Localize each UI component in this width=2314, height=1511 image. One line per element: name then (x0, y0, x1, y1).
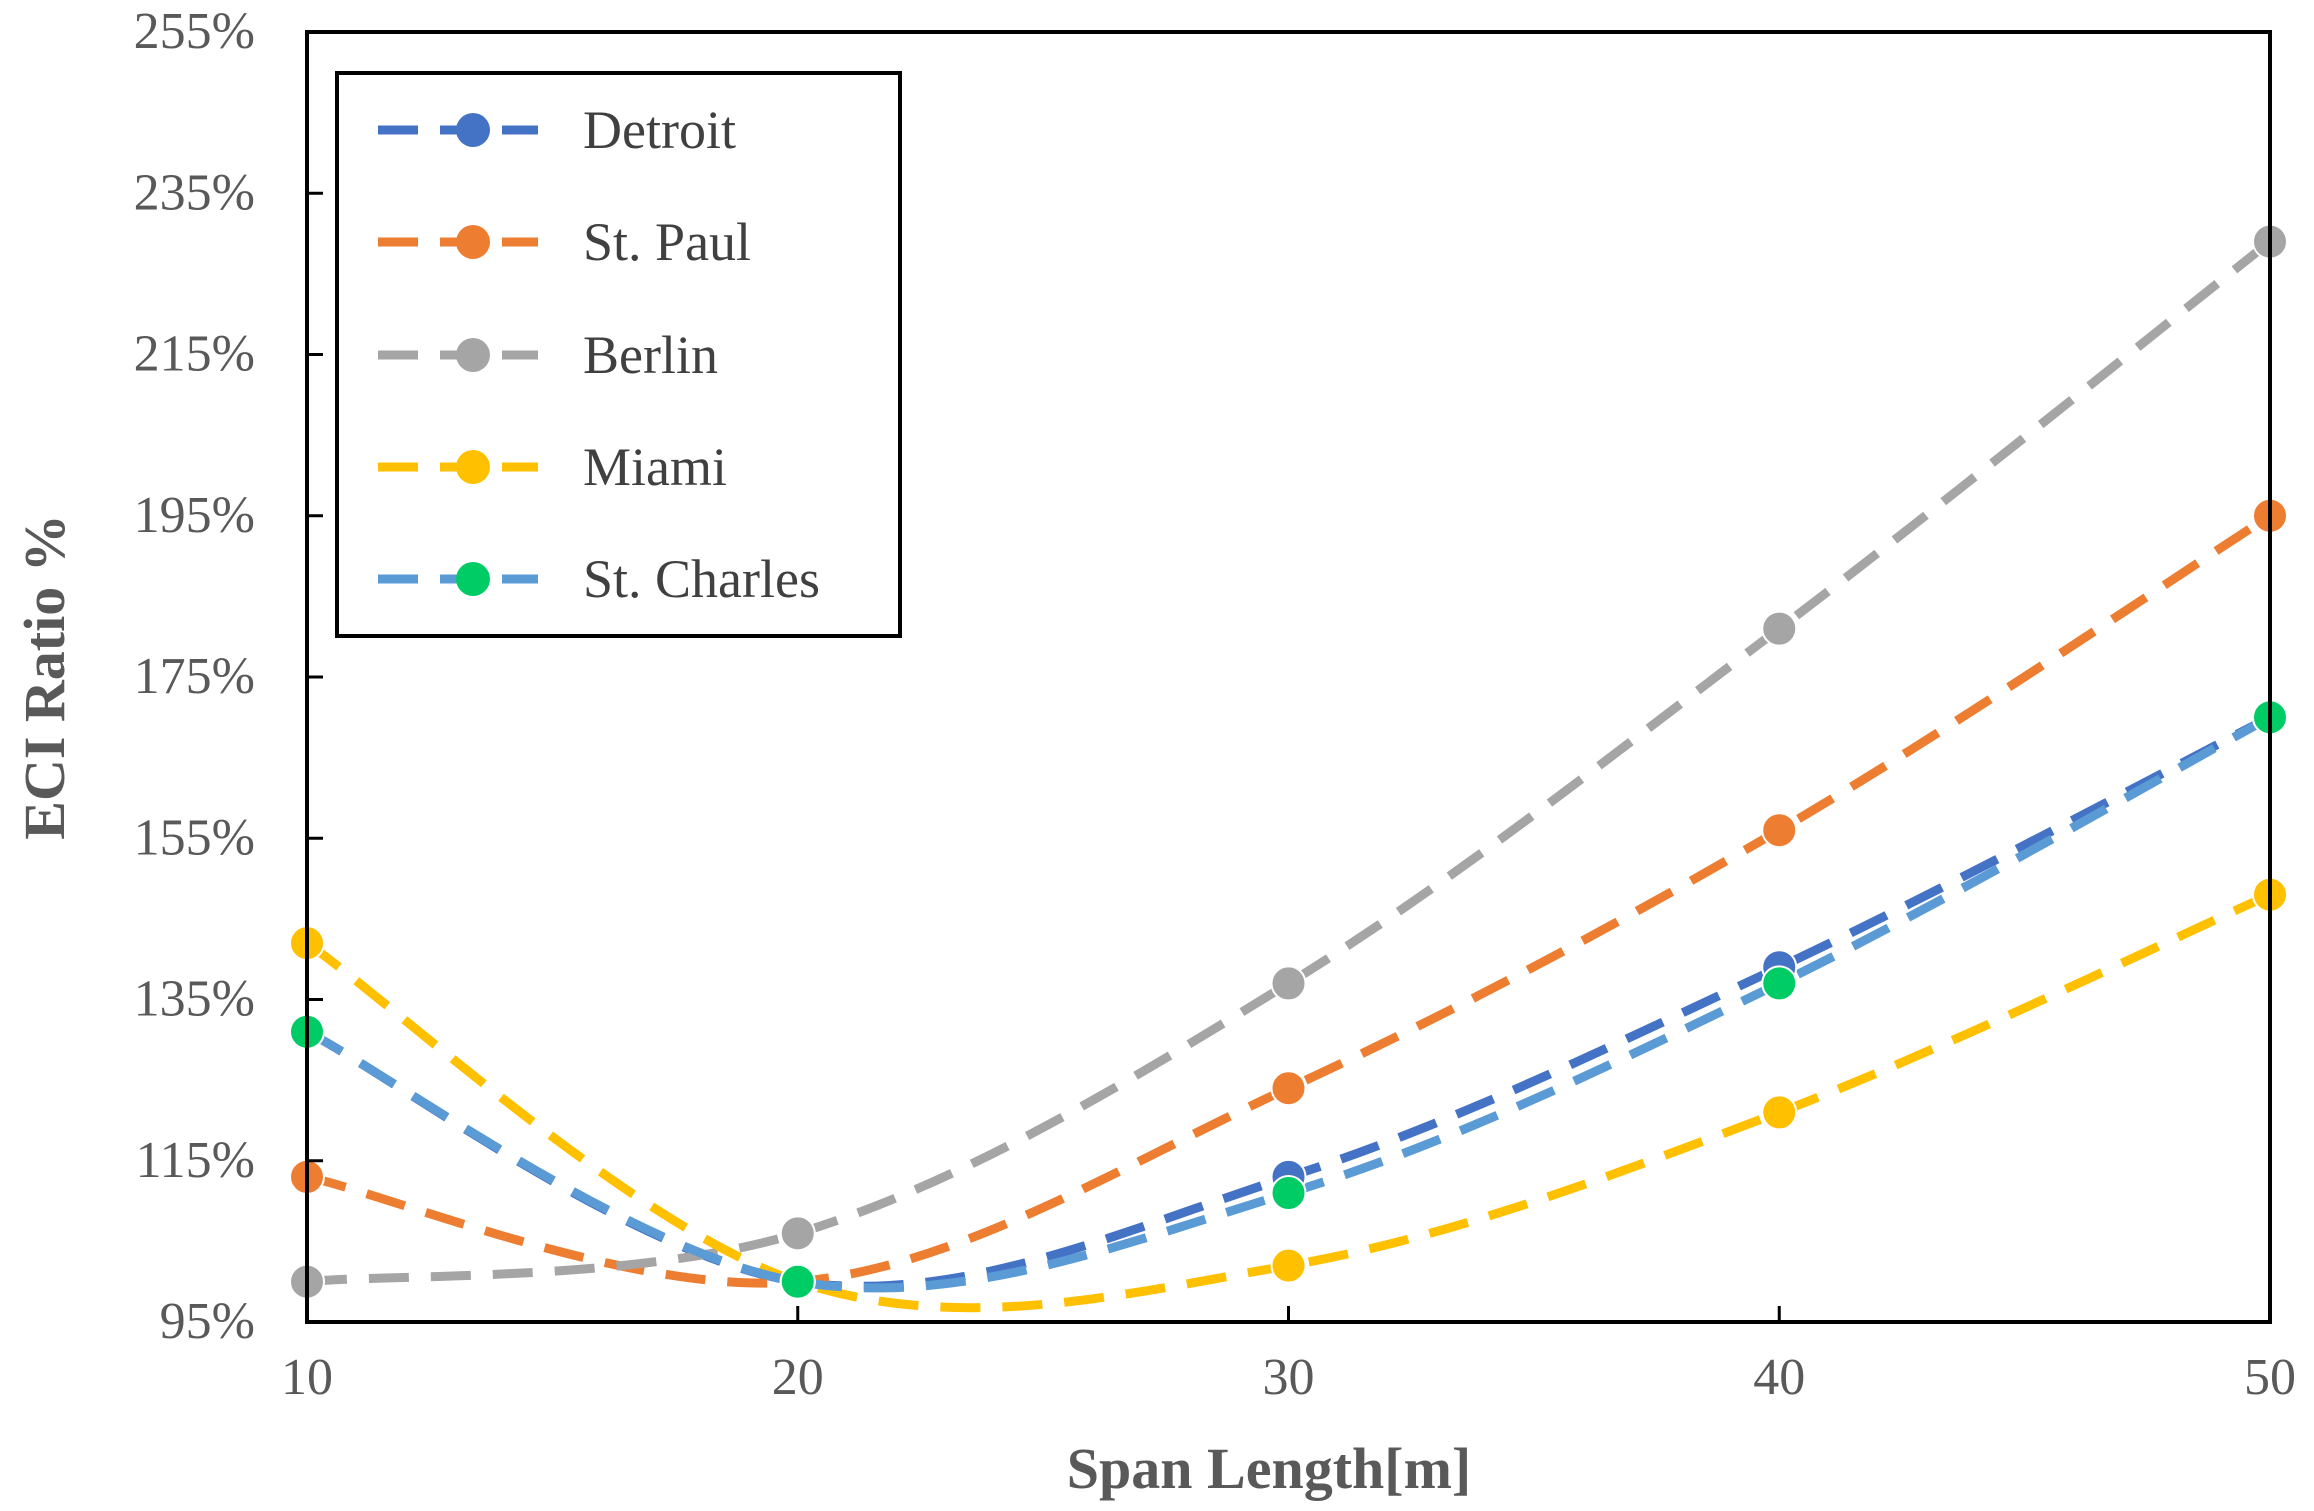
y-tick-label: 215% (134, 326, 255, 383)
y-tick-label: 115% (136, 1132, 255, 1189)
y-axis-ticks: 95% 115% 135% 155% 175% 195% 215% 235% 255% (134, 3, 323, 1350)
legend-label-detroit: Detroit (583, 100, 736, 160)
x-axis-title: Span Length[m] (1067, 1436, 1471, 1501)
plot-markers (289, 223, 2288, 1300)
y-tick-label: 175% (134, 648, 255, 705)
y-tick-label: 155% (134, 809, 255, 866)
y-tick-label: 195% (134, 487, 255, 544)
data-point-st-charles (779, 1263, 816, 1300)
legend-label-berlin: Berlin (583, 325, 718, 385)
x-axis-ticks: 10 20 30 40 50 (281, 1306, 2296, 1406)
data-point-miami (1761, 1094, 1798, 1131)
data-point-berlin (779, 1215, 816, 1252)
series-line-st-paul (306, 512, 2273, 1288)
series-line-berlin (306, 238, 2273, 1287)
legend-label-miami: Miami (583, 437, 727, 497)
y-axis-title: ECI Ratio % (12, 514, 77, 839)
legend-marker-berlin (456, 338, 490, 372)
legend-marker-st-charles (456, 562, 490, 596)
legend-marker-miami (456, 450, 490, 484)
series-line-miami (304, 890, 2272, 1313)
legend-marker-detroit (456, 113, 490, 147)
legend-items: Detroit St. Paul Berlin Miami St. Charles (378, 100, 820, 609)
legend-label-st-charles: St. Charles (583, 549, 820, 609)
y-tick-label: 255% (134, 3, 255, 60)
data-point-st-charles (1761, 965, 1798, 1002)
data-point-st-paul (1270, 1070, 1307, 1107)
data-point-st-paul (1761, 812, 1798, 849)
x-tick-label: 40 (1753, 1349, 1805, 1406)
y-tick-label: 235% (134, 164, 255, 221)
legend: Detroit St. Paul Berlin Miami St. Charles (335, 71, 902, 638)
x-tick-label: 50 (2244, 1349, 2296, 1406)
data-point-berlin (1761, 610, 1798, 647)
legend-label-st-paul: St. Paul (583, 212, 751, 272)
x-tick-label: 30 (1263, 1349, 1315, 1406)
y-tick-label: 135% (134, 971, 255, 1028)
data-point-miami (1270, 1247, 1307, 1284)
y-tick-label: 95% (160, 1293, 255, 1350)
x-tick-label: 10 (281, 1349, 333, 1406)
data-point-berlin (1270, 965, 1307, 1002)
data-point-st-charles (1270, 1175, 1307, 1211)
legend-box (335, 71, 902, 638)
x-tick-label: 20 (772, 1349, 824, 1406)
legend-marker-st-paul (456, 225, 490, 259)
